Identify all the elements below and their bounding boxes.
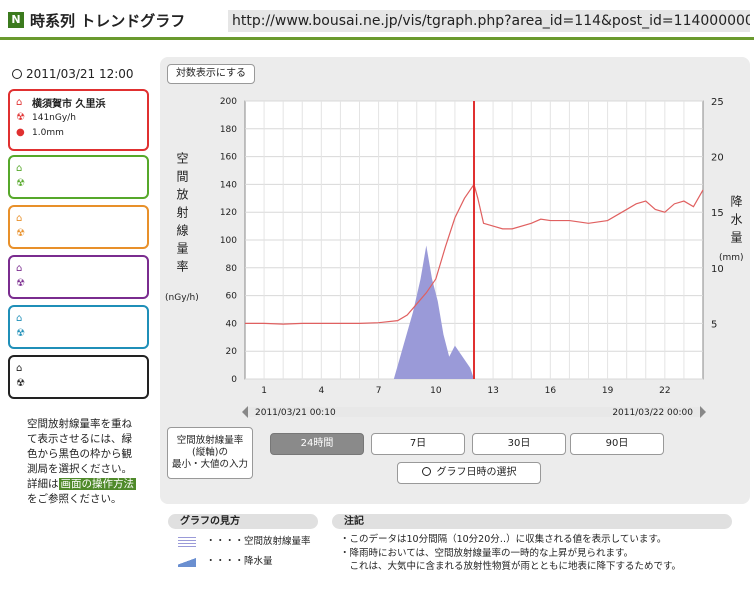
page-header: N 時系列 トレンドグラフ http://www.bousai.ne.jp/vi… [0, 0, 754, 40]
station-card[interactable]: ⌂ ☢ [8, 355, 149, 399]
station-icon: ⌂ [16, 313, 23, 324]
station-card[interactable]: ⌂ 横須賀市 久里浜 ☢ 141nGy/h ● 1.0mm [8, 89, 149, 151]
y-tick-label: 180 [220, 125, 237, 135]
y-tick-label: 40 [226, 319, 238, 329]
clock-icon [12, 69, 22, 79]
x-tick-label: 16 [545, 386, 557, 396]
help-link[interactable]: 画面の操作方法 [58, 478, 136, 490]
page-title: 時系列 トレンドグラフ [30, 12, 186, 30]
y-tick-label: 160 [220, 153, 237, 163]
radiation-icon: ☢ [16, 228, 25, 239]
time-scrollbar[interactable] [245, 407, 703, 417]
station-icon: ⌂ [16, 263, 23, 274]
y2-tick-label: 15 [711, 208, 724, 219]
station-name: 横須賀市 久里浜 [32, 99, 106, 110]
x-start-label: 2011/03/21 00:10 [255, 408, 336, 418]
notes-header: 注記 [332, 514, 732, 529]
x-tick-label: 1 [261, 386, 267, 396]
trend-chart: 0 20 40 60 80 100 120 140 160 180 200 5 10 15 20 25 1 4… [220, 97, 724, 418]
station-card[interactable]: ⌂ ☢ [8, 305, 149, 349]
radiation-icon: ☢ [16, 378, 25, 389]
y-tick-label: 20 [226, 347, 238, 357]
radiation-icon: ☢ [16, 328, 25, 339]
tab-24h[interactable]: 24時間 [270, 433, 364, 455]
y-axis-unit: (nGy/h) [165, 293, 199, 303]
x-tick-label: 19 [602, 386, 614, 396]
tab-30d[interactable]: 30日 [472, 433, 566, 455]
radiation-icon: ☢ [16, 112, 25, 123]
legend-header: グラフの見方 [168, 514, 318, 529]
x-tick-label: 13 [487, 386, 498, 396]
scroll-right-icon[interactable] [700, 406, 706, 418]
help-text: 空間放射線量率を重ね て表示させるには、緑 色から黒色の枠から観 測局を選択くだ… [27, 418, 136, 505]
y-tick-label: 100 [220, 236, 237, 246]
x-tick-label: 7 [376, 386, 382, 396]
logo-icon: N [8, 12, 24, 28]
dose-line [245, 182, 704, 325]
clock-icon [421, 467, 431, 476]
scroll-left-icon[interactable] [242, 406, 248, 418]
station-icon: ⌂ [16, 97, 23, 108]
y-tick-label: 200 [220, 97, 237, 107]
station-icon: ⌂ [16, 213, 23, 224]
x-tick-label: 10 [430, 386, 442, 396]
legend-item-rain: ・・・・降水量 [178, 553, 273, 567]
dose-legend-icon [178, 536, 196, 547]
current-datetime: 2011/03/21 12:00 [12, 67, 134, 81]
radiation-icon: ☢ [16, 278, 25, 289]
log-scale-button[interactable]: 対数表示にする [167, 64, 255, 84]
x-end-label: 2011/03/22 00:00 [612, 408, 693, 418]
y-tick-label: 120 [220, 208, 237, 218]
y-tick-label: 0 [231, 375, 237, 385]
tab-7d[interactable]: 7日 [371, 433, 465, 455]
notes-body: ・このデータは10分間隔（10分20分‥）に収集される値を表示しています。 ・降… [340, 534, 682, 572]
y-tick-label: 140 [220, 180, 237, 190]
raindrop-icon: ● [16, 127, 25, 138]
y2-tick-label: 5 [711, 319, 717, 330]
y-tick-label: 60 [226, 292, 238, 302]
tab-90d[interactable]: 90日 [570, 433, 664, 455]
axis-range-button[interactable]: 空間放射線量率 (縦軸)の 最小・大値の入力 [167, 427, 253, 479]
station-icon: ⌂ [16, 163, 23, 174]
y2-axis-unit: (mm) [719, 253, 744, 263]
legend-item-dose: ・・・・空間放射線量率 [178, 533, 311, 547]
y-axis-label: 空間放射線量率 [175, 152, 189, 278]
station-card[interactable]: ⌂ ☢ [8, 155, 149, 199]
y2-tick-label: 25 [711, 97, 724, 108]
y2-tick-label: 20 [711, 153, 724, 164]
date-select-button[interactable]: グラフ日時の選択 [397, 462, 541, 484]
station-card[interactable]: ⌂ ☢ [8, 205, 149, 249]
station-dose: 141nGy/h [32, 112, 76, 123]
rain-area [393, 245, 474, 379]
y2-tick-label: 10 [711, 264, 724, 275]
radiation-icon: ☢ [16, 178, 25, 189]
rain-legend-icon [178, 556, 196, 567]
station-icon: ⌂ [16, 363, 23, 374]
x-tick-label: 4 [318, 386, 324, 396]
station-card[interactable]: ⌂ ☢ [8, 255, 149, 299]
y-tick-label: 80 [226, 264, 238, 274]
y2-axis-label: 降水量 [729, 195, 743, 249]
x-tick-label: 22 [659, 386, 670, 396]
url-bar[interactable]: http://www.bousai.ne.jp/vis/tgraph.php?a… [228, 10, 750, 32]
station-rain: 1.0mm [32, 127, 64, 138]
